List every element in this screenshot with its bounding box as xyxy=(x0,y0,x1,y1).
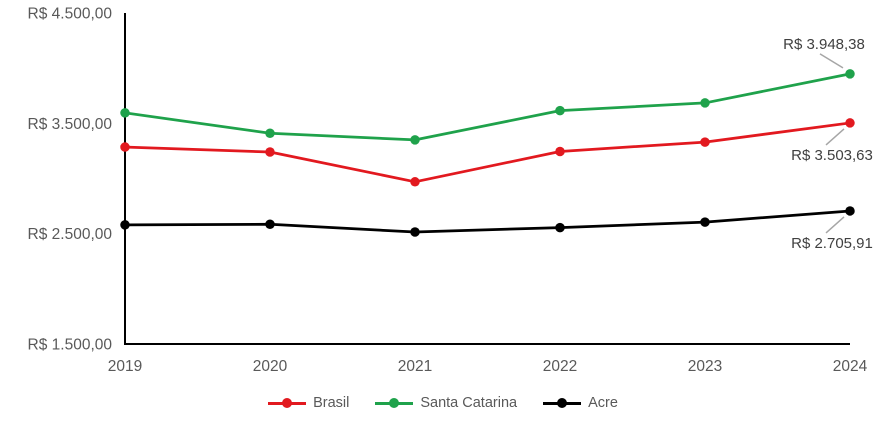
data-point-acre-2022 xyxy=(555,222,565,233)
x-axis-tick-label: 2021 xyxy=(398,358,432,375)
chart-legend: Brasil Santa Catarina Acre xyxy=(0,392,886,414)
callout-label-santa-catarina: R$ 3.948,38 xyxy=(783,36,865,53)
y-axis-tick-label: R$ 3.500,00 xyxy=(28,116,113,133)
legend-label-santa-catarina: Santa Catarina xyxy=(420,394,518,411)
data-point-santa-catarina-2019 xyxy=(120,108,130,118)
data-point-santa-catarina-2024 xyxy=(845,69,855,79)
callout-leader-santa-catarina xyxy=(819,53,844,69)
data-point-brasil-2019 xyxy=(120,142,130,152)
data-point-santa-catarina-2021 xyxy=(410,135,420,145)
x-axis-tick-label: 2019 xyxy=(108,358,142,375)
data-point-brasil-2023 xyxy=(700,137,710,147)
x-axis-tick-label: 2024 xyxy=(833,358,868,375)
data-point-brasil-2021 xyxy=(410,177,420,187)
legend-marker-acre xyxy=(543,398,582,408)
legend-label-brasil: Brasil xyxy=(313,394,350,411)
data-point-brasil-2020 xyxy=(265,147,275,157)
legend-label-acre: Acre xyxy=(588,394,618,411)
x-axis-tick-label: 2020 xyxy=(253,358,288,375)
data-point-acre-2021 xyxy=(410,227,420,237)
legend-dot-santa-catarina xyxy=(389,398,400,408)
data-point-brasil-2022 xyxy=(555,146,565,157)
legend-dot-brasil xyxy=(282,398,293,408)
data-point-santa-catarina-2020 xyxy=(265,128,275,139)
x-axis-tick-label: 2022 xyxy=(543,358,577,375)
data-point-santa-catarina-2022 xyxy=(555,105,565,116)
series-line-santa-catarina xyxy=(123,72,852,142)
data-point-acre-2023 xyxy=(700,217,710,227)
legend-dot-acre xyxy=(557,398,568,408)
callout-label-brasil: R$ 3.503,63 xyxy=(791,147,873,164)
legend-item-acre: Acre xyxy=(543,396,618,411)
legend-marker-santa-catarina xyxy=(375,398,414,408)
data-point-acre-2020 xyxy=(265,219,275,230)
y-axis-tick-label: R$ 4.500,00 xyxy=(28,6,113,23)
y-axis-tick-label: R$ 1.500,00 xyxy=(28,337,113,354)
legend-item-santa-catarina: Santa Catarina xyxy=(375,396,517,411)
y-axis-tick-label: R$ 2.500,00 xyxy=(28,226,113,243)
data-point-acre-2024 xyxy=(845,206,855,216)
series-line-brasil xyxy=(123,121,852,184)
data-point-santa-catarina-2023 xyxy=(700,98,710,108)
data-point-brasil-2024 xyxy=(845,118,855,128)
callout-leader-brasil xyxy=(825,128,845,146)
legend-item-brasil: Brasil xyxy=(268,396,349,411)
data-point-acre-2019 xyxy=(120,220,130,230)
series-line-acre xyxy=(123,209,852,234)
callout-label-acre: R$ 2.705,91 xyxy=(791,235,873,252)
x-axis-tick-label: 2023 xyxy=(688,358,722,375)
legend-marker-brasil xyxy=(268,398,307,408)
callout-leader-acre xyxy=(825,216,845,234)
